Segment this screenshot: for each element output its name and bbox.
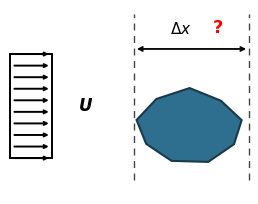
Text: $\Delta x$: $\Delta x$ xyxy=(170,21,191,37)
Polygon shape xyxy=(136,88,242,162)
Text: $\mathbf{?}$: $\mathbf{?}$ xyxy=(212,19,224,37)
Text: $\bfit{U}$: $\bfit{U}$ xyxy=(78,98,93,115)
